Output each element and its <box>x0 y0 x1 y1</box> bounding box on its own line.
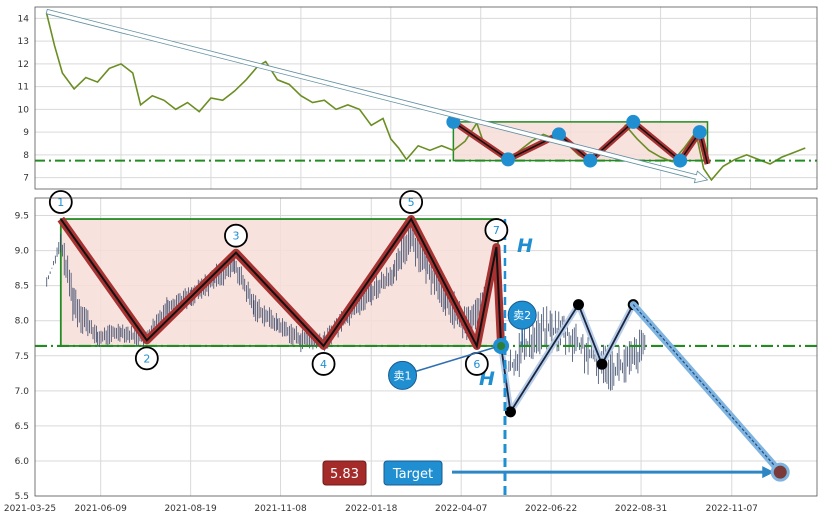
sell-marker-pointer <box>402 346 496 377</box>
detail-y-tick: 9.5 <box>15 212 29 222</box>
pivot-label: 6 <box>473 358 480 371</box>
target-price-label: 5.83 <box>330 467 359 482</box>
pivot-label-circle <box>134 346 159 371</box>
detail-x-tick: 2021-08-19 <box>164 504 217 514</box>
overview-y-tick: 10 <box>18 105 30 115</box>
pivot-label: 1 <box>57 196 64 209</box>
sell-marker-label: 卖2 <box>513 309 531 322</box>
overview-pivot-marker <box>501 152 516 167</box>
detail-y-tick: 6.5 <box>15 422 29 432</box>
overview-pivot-marker <box>626 114 641 129</box>
detail-y-tick: 7.0 <box>15 387 30 397</box>
target-point-marker <box>770 462 790 482</box>
detail-x-tick: 2022-08-31 <box>615 504 667 514</box>
overview-pivot-marker <box>692 125 707 140</box>
pivot-label: 4 <box>320 358 327 371</box>
sell-marker-label: 卖1 <box>394 369 412 382</box>
detail-y-tick: 8.5 <box>15 282 29 292</box>
overview-y-tick: 14 <box>18 14 30 24</box>
pivot-label-circle <box>484 218 509 242</box>
pivot-label: 7 <box>493 224 500 237</box>
overview-pivot-marker <box>551 127 566 142</box>
overview-price-line <box>45 13 806 182</box>
pivot-label-circle <box>48 190 73 214</box>
height-label-upper: H <box>517 235 533 257</box>
detail-y-tick: 5.5 <box>15 492 29 502</box>
pivot-label-circle <box>399 190 424 214</box>
pivot-label-circle <box>311 352 336 376</box>
overview-pivot-marker <box>673 153 688 168</box>
pivot-label: 5 <box>408 196 415 209</box>
breakout-pivot-dot <box>572 299 584 311</box>
overview-frame <box>34 6 818 190</box>
detail-x-tick: 2022-01-18 <box>345 504 398 514</box>
detail-panel: 5.5 6.0 6.5 7.0 7.5 8.0 8.5 9.0 9.5 2021-03-25 202… <box>4 190 818 514</box>
target-arrow-head <box>762 466 775 479</box>
detail-y-tick: 8.0 <box>15 317 30 327</box>
sell-marker-circle <box>507 300 537 330</box>
detail-x-tick: 2021-06-09 <box>75 504 128 514</box>
detail-x-tick: 2021-03-25 <box>4 504 56 514</box>
overview-y-tick: 8 <box>23 151 29 161</box>
overview-pivot-marker <box>583 153 598 168</box>
breakout-pivot-dot <box>596 358 608 370</box>
target-projection-line <box>632 304 781 473</box>
breakout-pivot-dot <box>504 406 516 418</box>
sell-marker-circle <box>388 360 418 390</box>
detail-x-tick: 2022-06-22 <box>525 504 577 514</box>
detail-zigzag-line <box>59 217 503 349</box>
detail-frame <box>34 197 818 497</box>
target-price-badge <box>322 460 367 486</box>
overview-y-tick: 13 <box>18 37 29 47</box>
target-label: Target <box>392 467 433 482</box>
overview-panel: 7 8 9 10 11 12 13 14 <box>18 6 818 190</box>
detail-x-tick: 2021-11-08 <box>254 504 307 514</box>
breakout-point-core <box>497 341 506 350</box>
detail-y-tick: 9.0 <box>15 247 30 257</box>
overview-trend-arrow <box>45 8 709 184</box>
overview-y-tick: 7 <box>23 174 29 184</box>
pivot-label: 3 <box>232 230 239 243</box>
detail-x-tick: 2022-04-07 <box>435 504 487 514</box>
target-badge <box>383 460 443 486</box>
overview-y-tick: 9 <box>23 128 29 138</box>
pivot-label: 2 <box>143 352 150 365</box>
detail-y-tick: 6.0 <box>15 457 30 467</box>
overview-y-tick: 12 <box>18 60 29 70</box>
overview-background <box>35 7 817 189</box>
detail-x-tick: 2022-11-07 <box>706 504 758 514</box>
overview-y-tick: 11 <box>18 83 29 93</box>
pivot-label-circle <box>224 223 248 248</box>
detail-y-tick: 7.5 <box>15 352 29 362</box>
